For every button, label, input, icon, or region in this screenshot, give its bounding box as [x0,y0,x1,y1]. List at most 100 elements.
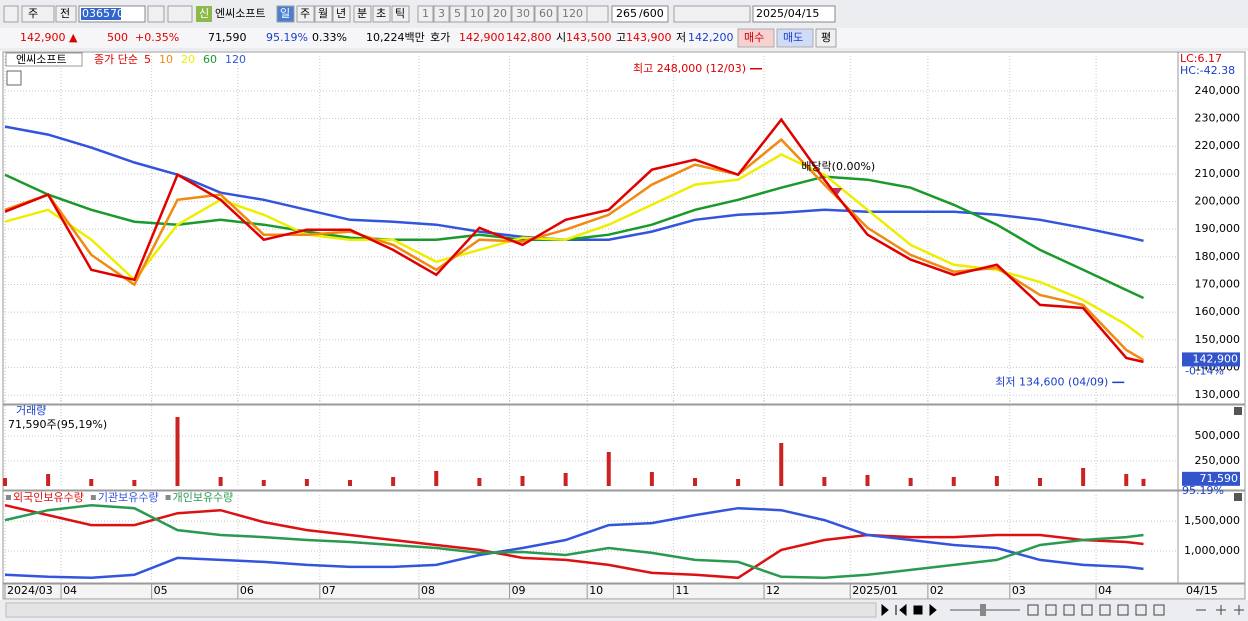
close-button[interactable] [1234,407,1242,415]
sell-button[interactable] [776,28,814,48]
cursor-label: 04/15 [1186,584,1218,597]
buy: 매수 [744,31,764,44]
quote-bg [0,28,1248,48]
count-box[interactable] [611,5,669,23]
y-tick-label: 170,000 [1195,277,1241,290]
x-tick-label: 05 [154,584,168,597]
volume-bar [175,417,180,486]
high: 143,900 [626,31,672,44]
y-tick-label: 220,000 [1195,139,1241,152]
period-button[interactable] [276,5,295,23]
current-sub: 95.19% [1182,484,1224,497]
interval-button[interactable] [449,5,466,23]
turnover: 0.33% [312,31,347,44]
series-line [4,506,1144,580]
legend-item: 기관보유수량 [98,491,159,504]
tool-buttons[interactable] [673,5,751,23]
interval-button[interactable] [465,5,489,23]
count: 265 [616,7,637,20]
volume-bar [434,471,439,486]
volume-bar [563,473,568,486]
interval-button[interactable] [417,5,434,23]
amount: 10,224백만 [366,31,425,44]
y-tick-label: 210,000 [1195,167,1241,180]
scroll-track[interactable] [5,602,877,618]
legend-item: 20 [181,53,195,66]
interval-button[interactable] [534,5,558,23]
volume-bar [951,477,956,486]
legend-icon [165,495,171,500]
period-button[interactable] [353,5,372,23]
interval: 60 [539,7,553,20]
kind-select[interactable] [55,5,77,23]
close-button[interactable] [1234,493,1242,501]
legend-icon [6,495,11,500]
x-tick-label: 07 [322,584,336,597]
interval-button[interactable] [557,5,588,23]
market-select[interactable] [21,5,55,23]
x-tick-label: 04 [63,584,77,597]
series-line [4,503,1144,580]
volume-bar [261,480,266,486]
legend-item: 120 [225,53,246,66]
interval: 3 [438,7,445,20]
interval: 30 [516,7,530,20]
volume-bar [693,478,697,486]
volume-bar [391,477,396,486]
panel-title: 거래량 [16,404,46,417]
period-button[interactable] [372,5,391,23]
volume-panel [2,404,1246,491]
period-button[interactable] [314,5,333,23]
legend-item: 10 [159,53,173,66]
y-tick-label: 230,000 [1195,112,1241,125]
date-box[interactable] [752,5,836,23]
legend-item: 5 [144,53,151,66]
legend-item: 개인보유수량 [173,491,234,504]
volume-bar [736,479,741,486]
volume-bar [779,443,784,486]
x-tick-label: 03 [1012,584,1026,597]
quote-label: 호가 [430,31,450,44]
x-tick-label: 06 [240,584,254,597]
interval: 5 [454,7,461,20]
sound-button[interactable] [167,5,193,23]
tool-icons[interactable] [1027,604,1244,616]
y-tick-label: 500,000 [1195,429,1241,442]
panel-icon[interactable] [6,70,22,86]
x-tick-label: 11 [675,584,689,597]
interval-button[interactable] [433,5,450,23]
avg-button[interactable] [815,28,837,48]
ask: 142,900 [459,31,505,44]
period-button[interactable] [296,5,315,23]
x-tick-label: 2024/03 [7,584,53,597]
low-label: 저 [676,31,686,44]
volume-bar [89,479,94,486]
panel-subtitle: 71,590주(95,19%) [8,418,107,431]
period-button[interactable] [332,5,351,23]
interval-button[interactable] [488,5,512,23]
period: 분 [357,7,367,20]
interval: 1 [422,7,429,20]
legend-bg [5,52,83,67]
market: 주 [28,7,38,20]
interval: 20 [493,7,507,20]
price-panel [2,51,1246,405]
volume-bar [304,479,309,486]
interval-button[interactable] [511,5,535,23]
zoom-thumb[interactable] [980,604,986,616]
buy-button[interactable] [737,28,775,48]
volume-bar [132,480,137,486]
nav-buttons[interactable] [881,603,937,617]
x-tick-label: 09 [512,584,526,597]
open-label: 시 [556,31,566,44]
current-label: 71,590 [1200,472,1239,485]
lc: LC:6.17 [1180,52,1222,65]
period-button[interactable] [391,5,410,23]
volume-bar [908,478,913,486]
menu-button[interactable] [3,5,19,23]
event-label: 배당락(0.00%) [801,160,875,173]
volume-bar [46,474,51,486]
y-tick-label: 150,000 [1195,333,1241,346]
series-line [4,117,1144,364]
search-button[interactable] [147,5,165,23]
